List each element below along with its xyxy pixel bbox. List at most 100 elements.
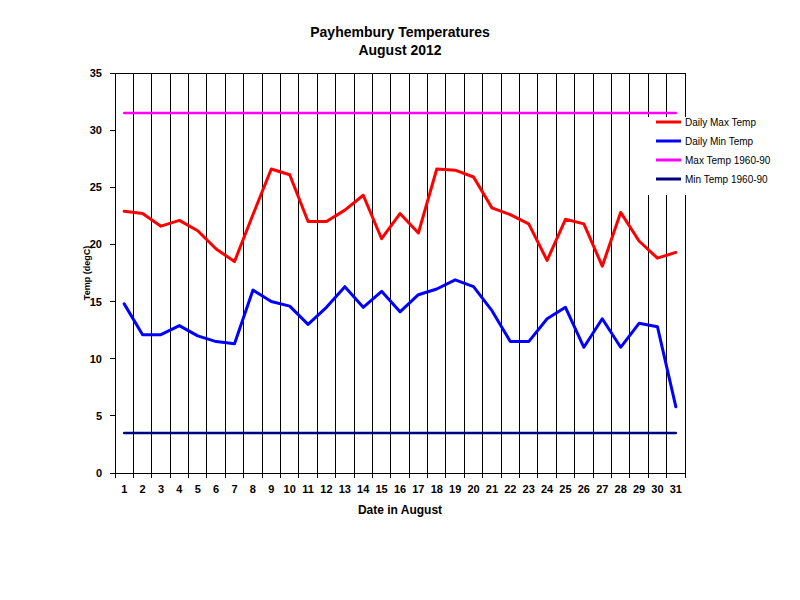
x-tick-label: 13 — [339, 483, 351, 495]
x-tick-label: 29 — [633, 483, 645, 495]
x-tick — [648, 473, 649, 478]
x-tick — [537, 473, 538, 478]
x-tick — [501, 473, 502, 478]
x-tick — [151, 473, 152, 478]
x-tick-label: 17 — [412, 483, 424, 495]
x-tick — [409, 473, 410, 478]
x-tick-label: 4 — [176, 483, 183, 495]
legend-swatch — [656, 178, 681, 181]
x-tick-label: 1 — [121, 483, 127, 495]
x-tick-label: 22 — [504, 483, 516, 495]
legend-swatch — [656, 159, 681, 162]
grid-line — [170, 73, 171, 473]
x-tick — [519, 473, 520, 478]
x-tick-label: 28 — [615, 483, 627, 495]
x-tick-label: 11 — [302, 483, 314, 495]
x-tick-label: 5 — [195, 483, 201, 495]
background — [0, 0, 800, 600]
series-line — [124, 112, 676, 115]
grid-line — [206, 73, 207, 473]
x-tick-label: 27 — [596, 483, 608, 495]
grid-line — [390, 73, 391, 473]
x-tick-label: 8 — [250, 483, 256, 495]
grid-line — [593, 73, 594, 473]
legend-swatch — [656, 121, 681, 124]
y-tick-label: 10 — [90, 353, 102, 365]
x-tick-label: 30 — [651, 483, 663, 495]
grid-line — [427, 73, 428, 473]
y-tick — [110, 244, 115, 245]
x-tick — [372, 473, 373, 478]
x-tick-label: 18 — [431, 483, 443, 495]
y-tick — [110, 187, 115, 188]
x-tick — [335, 473, 336, 478]
grid-line — [188, 73, 189, 473]
grid-line — [611, 73, 612, 473]
x-tick-label: 19 — [449, 483, 461, 495]
grid-line — [556, 73, 557, 473]
title: Payhembury Temperatures — [310, 24, 490, 40]
plot-area — [115, 73, 685, 473]
y-axis-label: Temp (degC) — [82, 246, 92, 300]
grid-line — [354, 73, 355, 473]
x-tick — [556, 473, 557, 478]
y-tick-label: 35 — [90, 67, 102, 79]
series-line — [124, 169, 676, 266]
x-tick — [390, 473, 391, 478]
x-tick-label: 12 — [320, 483, 332, 495]
grid-line — [537, 73, 538, 473]
series-line — [124, 432, 676, 435]
grid-line — [445, 73, 446, 473]
x-tick-label: 24 — [541, 483, 554, 495]
y-tick — [110, 130, 115, 131]
y-tick — [110, 301, 115, 302]
series-line — [124, 280, 676, 407]
grid-line — [482, 73, 483, 473]
grid-line — [501, 73, 502, 473]
x-tick-label: 7 — [231, 483, 237, 495]
x-tick-label: 9 — [268, 483, 274, 495]
x-tick-label: 14 — [357, 483, 370, 495]
x-tick-label: 6 — [213, 483, 219, 495]
grid-line — [317, 73, 318, 473]
x-tick-label: 10 — [284, 483, 296, 495]
x-tick-label: 16 — [394, 483, 406, 495]
x-axis-label: Date in August — [358, 503, 442, 517]
x-tick — [280, 473, 281, 478]
y-tick — [110, 415, 115, 416]
x-tick — [445, 473, 446, 478]
x-tick-label: 26 — [578, 483, 590, 495]
grid-line — [629, 73, 630, 473]
x-tick-label: 2 — [140, 483, 146, 495]
x-tick — [262, 473, 263, 478]
grid-line — [519, 73, 520, 473]
x-tick — [593, 473, 594, 478]
y-tick-label: 25 — [90, 181, 102, 193]
x-tick — [354, 473, 355, 478]
x-tick-label: 31 — [670, 483, 682, 495]
y-tick-label: 30 — [90, 124, 102, 136]
x-tick-label: 23 — [523, 483, 535, 495]
legend-label: Min Temp 1960-90 — [685, 174, 768, 185]
x-tick — [685, 473, 686, 478]
x-tick — [225, 473, 226, 478]
legend-label: Daily Max Temp — [685, 117, 756, 128]
legend-label: Max Temp 1960-90 — [685, 155, 771, 166]
legend-box — [648, 117, 794, 195]
x-tick — [482, 473, 483, 478]
x-tick — [133, 473, 134, 478]
grid-line — [464, 73, 465, 473]
x-tick — [427, 473, 428, 478]
x-tick — [464, 473, 465, 478]
subtitle: August 2012 — [358, 42, 441, 58]
grid-line — [280, 73, 281, 473]
x-tick — [574, 473, 575, 478]
grid-line — [335, 73, 336, 473]
y-tick — [110, 358, 115, 359]
chart: Payhembury TemperaturesAugust 2012051015… — [0, 0, 800, 600]
x-tick — [611, 473, 612, 478]
grid-line — [372, 73, 373, 473]
y-tick — [110, 73, 115, 74]
x-tick-label: 21 — [486, 483, 498, 495]
x-tick — [317, 473, 318, 478]
